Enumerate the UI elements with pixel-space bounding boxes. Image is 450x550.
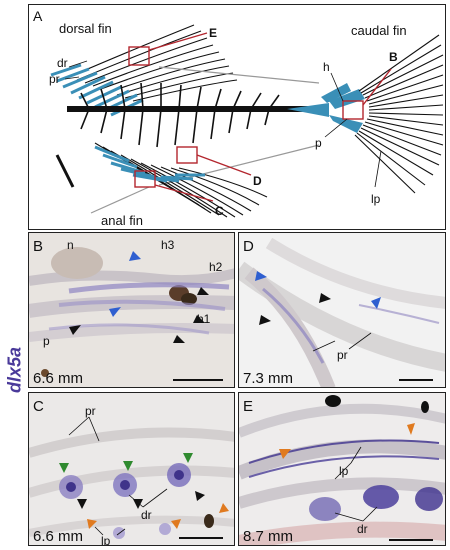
h-label-a: h — [323, 60, 330, 74]
arrow-green-1 — [59, 463, 69, 473]
pr-label-c: pr — [85, 404, 96, 418]
box-c-label: C — [215, 204, 224, 218]
arrow-black-3 — [69, 325, 81, 335]
gene-label-vertical: dlx5a — [2, 325, 28, 415]
vertebral-column — [67, 82, 329, 148]
arrow-black-c1 — [77, 499, 87, 509]
arrow-blue-1 — [129, 251, 141, 261]
caudal-fin-rays — [354, 34, 444, 194]
dr-label-c: dr — [141, 508, 152, 522]
p-label-a: p — [315, 136, 322, 150]
arrow-green-3 — [183, 453, 193, 463]
panel-e-letter: E — [243, 398, 253, 415]
arrow-green-2 — [123, 461, 133, 471]
lp-label-c: lp — [101, 534, 111, 546]
panel-b-letter: B — [33, 238, 43, 255]
dorsal-fin-label: dorsal fin — [59, 21, 112, 36]
scale-bar-b — [173, 379, 223, 381]
arrow-blue-d2 — [371, 297, 381, 309]
pr-label-d: pr — [337, 348, 348, 362]
panel-b-image: B n h3 h2 h1 p 6.6 mm — [29, 233, 234, 387]
scale-bar-d — [399, 379, 433, 381]
arrow-black-2 — [193, 315, 205, 323]
panel-b-micrograph: B n h3 h2 h1 p 6.6 mm — [28, 232, 235, 388]
arrow-black-d2 — [259, 315, 271, 325]
arrow-blue-2 — [109, 307, 121, 317]
panel-a-schematic: A dorsal fin caudal fin anal fin dr pr h… — [28, 4, 446, 230]
stage-c: 6.6 mm — [33, 528, 83, 545]
caudal-fin-label: caudal fin — [351, 23, 407, 38]
h1-label: h1 — [197, 312, 211, 326]
arrow-black-4 — [173, 335, 185, 343]
anal-fin-rays — [94, 142, 268, 218]
panel-c-letter: C — [33, 398, 44, 415]
box-e-region — [128, 46, 150, 66]
fish-skeleton-diagram: A dorsal fin caudal fin anal fin dr pr h… — [33, 8, 444, 228]
box-b-region — [342, 100, 364, 120]
pr-label-a: pr — [49, 72, 60, 86]
box-e-label: E — [209, 26, 217, 40]
arrow-orange-c1 — [219, 503, 229, 513]
h2-label: h2 — [209, 260, 223, 274]
caudal-hypurals — [287, 83, 365, 133]
stage-b: 6.6 mm — [33, 370, 83, 387]
panel-d-micrograph: D pr 7.3 mm — [238, 232, 446, 388]
box-b-label: B — [389, 50, 398, 64]
lp-label-a: lp — [371, 192, 381, 206]
dr-label-a: dr — [57, 56, 68, 70]
panel-a-letter: A — [33, 8, 43, 24]
stage-e: 8.7 mm — [243, 528, 293, 545]
arrow-black-c2 — [133, 499, 143, 509]
arrow-black-1 — [197, 287, 209, 295]
panel-e-micrograph: E lp dr 8.7 mm — [238, 392, 446, 546]
scale-bar-c — [179, 537, 223, 539]
panel-c-micrograph: C pr dr lp 6.6 mm — [28, 392, 235, 546]
p-label-b: p — [43, 334, 50, 348]
panel-d-letter: D — [243, 238, 254, 255]
lp-label-e: lp — [339, 464, 349, 478]
dr-label-e: dr — [357, 522, 368, 536]
arrow-orange-c3 — [171, 519, 181, 529]
box-d-region — [176, 146, 198, 164]
panel-e-image: E lp dr 8.7 mm — [239, 393, 445, 545]
h3-label: h3 — [161, 238, 175, 252]
panel-d-image: D pr 7.3 mm — [239, 233, 445, 387]
gene-label-text: dlx5a — [4, 346, 25, 394]
arrow-orange-c2 — [87, 519, 97, 529]
arrow-black-d1 — [319, 293, 331, 303]
arrow-black-c3 — [195, 491, 205, 501]
anal-fin-radials — [94, 145, 205, 183]
scale-bar-e — [389, 539, 433, 541]
panel-c-image: C pr dr lp 6.6 mm — [29, 393, 234, 546]
box-d-label: D — [253, 174, 262, 188]
inset-boxes — [128, 32, 392, 202]
box-c-region — [134, 170, 156, 188]
anal-fin-label: anal fin — [101, 213, 143, 228]
arrow-blue-d1 — [255, 271, 267, 281]
arrow-orange-e2 — [407, 423, 415, 435]
arrow-orange-e1 — [279, 449, 291, 459]
stage-d: 7.3 mm — [243, 370, 293, 387]
n-label: n — [67, 238, 74, 252]
